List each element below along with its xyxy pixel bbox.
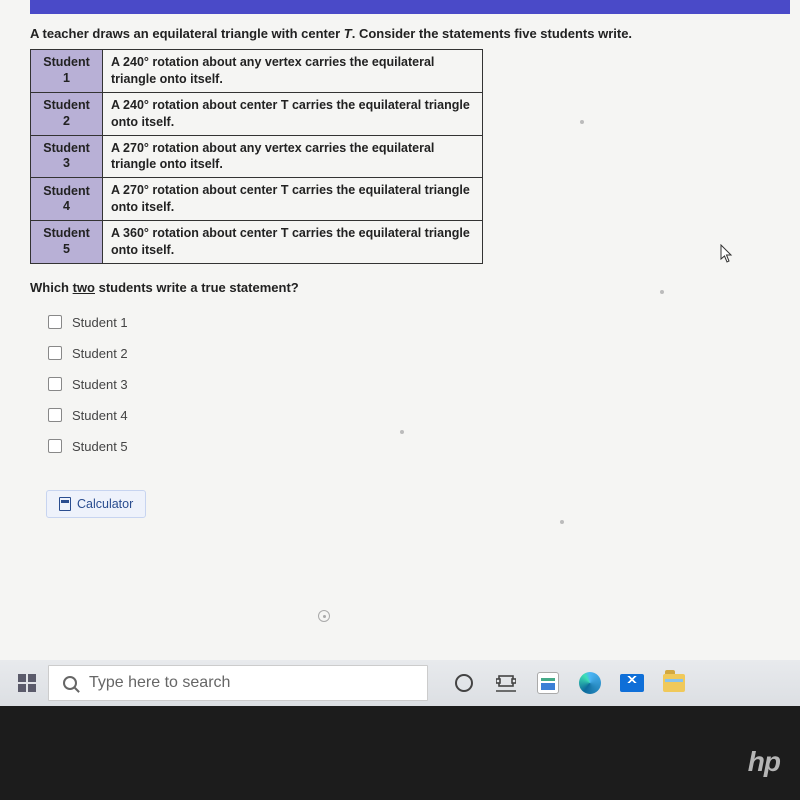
checkbox-icon[interactable] [48, 346, 62, 360]
question-underlined: two [73, 280, 95, 295]
checkbox-icon[interactable] [48, 408, 62, 422]
student-number: 3 [63, 156, 70, 170]
edge-button[interactable] [572, 665, 608, 701]
screen-dust [660, 290, 664, 294]
student-label: Student [43, 55, 90, 69]
screen-dust [580, 120, 584, 124]
student-header-cell: Student 3 [31, 135, 103, 178]
option-label: Student 1 [72, 315, 128, 330]
microsoft-store-button[interactable] [530, 665, 566, 701]
checkbox-icon[interactable] [48, 439, 62, 453]
file-explorer-button[interactable] [656, 665, 692, 701]
checkbox-icon[interactable] [48, 377, 62, 391]
student-label: Student [43, 226, 90, 240]
student-label: Student [43, 184, 90, 198]
loading-indicator-icon [318, 610, 330, 622]
table-row: Student 3 A 270° rotation about any vert… [31, 135, 483, 178]
question-suffix: students write a true statement? [95, 280, 299, 295]
edge-icon [579, 672, 601, 694]
prompt-suffix: . Consider the statements five students … [352, 26, 632, 41]
screen-dust [400, 430, 404, 434]
prompt-prefix: A teacher draws an equilateral triangle … [30, 26, 344, 41]
student-number: 1 [63, 71, 70, 85]
option-student-2[interactable]: Student 2 [48, 346, 770, 361]
question-content: A teacher draws an equilateral triangle … [0, 20, 800, 518]
student-header-cell: Student 2 [31, 92, 103, 135]
start-button[interactable] [6, 666, 48, 700]
statement-cell: A 270° rotation about any vertex carries… [103, 135, 483, 178]
question-text: Which two students write a true statemen… [30, 280, 770, 295]
question-prefix: Which [30, 280, 73, 295]
statement-cell: A 240° rotation about center T carries t… [103, 92, 483, 135]
mail-icon [620, 674, 644, 692]
search-placeholder: Type here to search [89, 674, 230, 692]
screen-dust [560, 520, 564, 524]
mouse-cursor-icon [720, 244, 734, 264]
checkbox-icon[interactable] [48, 315, 62, 329]
windows-taskbar: Type here to search [0, 660, 800, 706]
cortana-button[interactable] [446, 665, 482, 701]
option-student-1[interactable]: Student 1 [48, 315, 770, 330]
store-icon [537, 672, 559, 694]
student-label: Student [43, 141, 90, 155]
student-header-cell: Student 5 [31, 221, 103, 264]
search-icon [63, 676, 77, 690]
laptop-body [0, 706, 800, 800]
option-label: Student 2 [72, 346, 128, 361]
mail-button[interactable] [614, 665, 650, 701]
statements-table: Student 1 A 240° rotation about any vert… [30, 49, 483, 264]
table-row: Student 2 A 240° rotation about center T… [31, 92, 483, 135]
option-label: Student 5 [72, 439, 128, 454]
calculator-label: Calculator [77, 497, 133, 511]
option-student-5[interactable]: Student 5 [48, 439, 770, 454]
option-student-4[interactable]: Student 4 [48, 408, 770, 423]
statement-cell: A 270° rotation about center T carries t… [103, 178, 483, 221]
task-view-button[interactable] [488, 665, 524, 701]
table-row: Student 4 A 270° rotation about center T… [31, 178, 483, 221]
statement-cell: A 360° rotation about center T carries t… [103, 221, 483, 264]
windows-icon [18, 674, 36, 692]
student-label: Student [43, 98, 90, 112]
option-label: Student 3 [72, 377, 128, 392]
prompt-text: A teacher draws an equilateral triangle … [30, 26, 770, 41]
taskbar-search[interactable]: Type here to search [48, 665, 428, 701]
folder-icon [663, 674, 685, 692]
option-label: Student 4 [72, 408, 128, 423]
student-number: 2 [63, 114, 70, 128]
option-student-3[interactable]: Student 3 [48, 377, 770, 392]
statement-cell: A 240° rotation about any vertex carries… [103, 50, 483, 93]
table-row: Student 5 A 360° rotation about center T… [31, 221, 483, 264]
taskbar-pinned-apps [446, 660, 692, 706]
hp-logo: hp [748, 746, 780, 778]
calculator-button[interactable]: Calculator [46, 490, 146, 518]
student-number: 5 [63, 242, 70, 256]
student-number: 4 [63, 199, 70, 213]
answer-options: Student 1 Student 2 Student 3 Student 4 … [48, 315, 770, 454]
table-row: Student 1 A 240° rotation about any vert… [31, 50, 483, 93]
calculator-icon [59, 497, 71, 511]
student-header-cell: Student 1 [31, 50, 103, 93]
header-bar [30, 0, 790, 14]
student-header-cell: Student 4 [31, 178, 103, 221]
prompt-variable: T [344, 26, 352, 41]
